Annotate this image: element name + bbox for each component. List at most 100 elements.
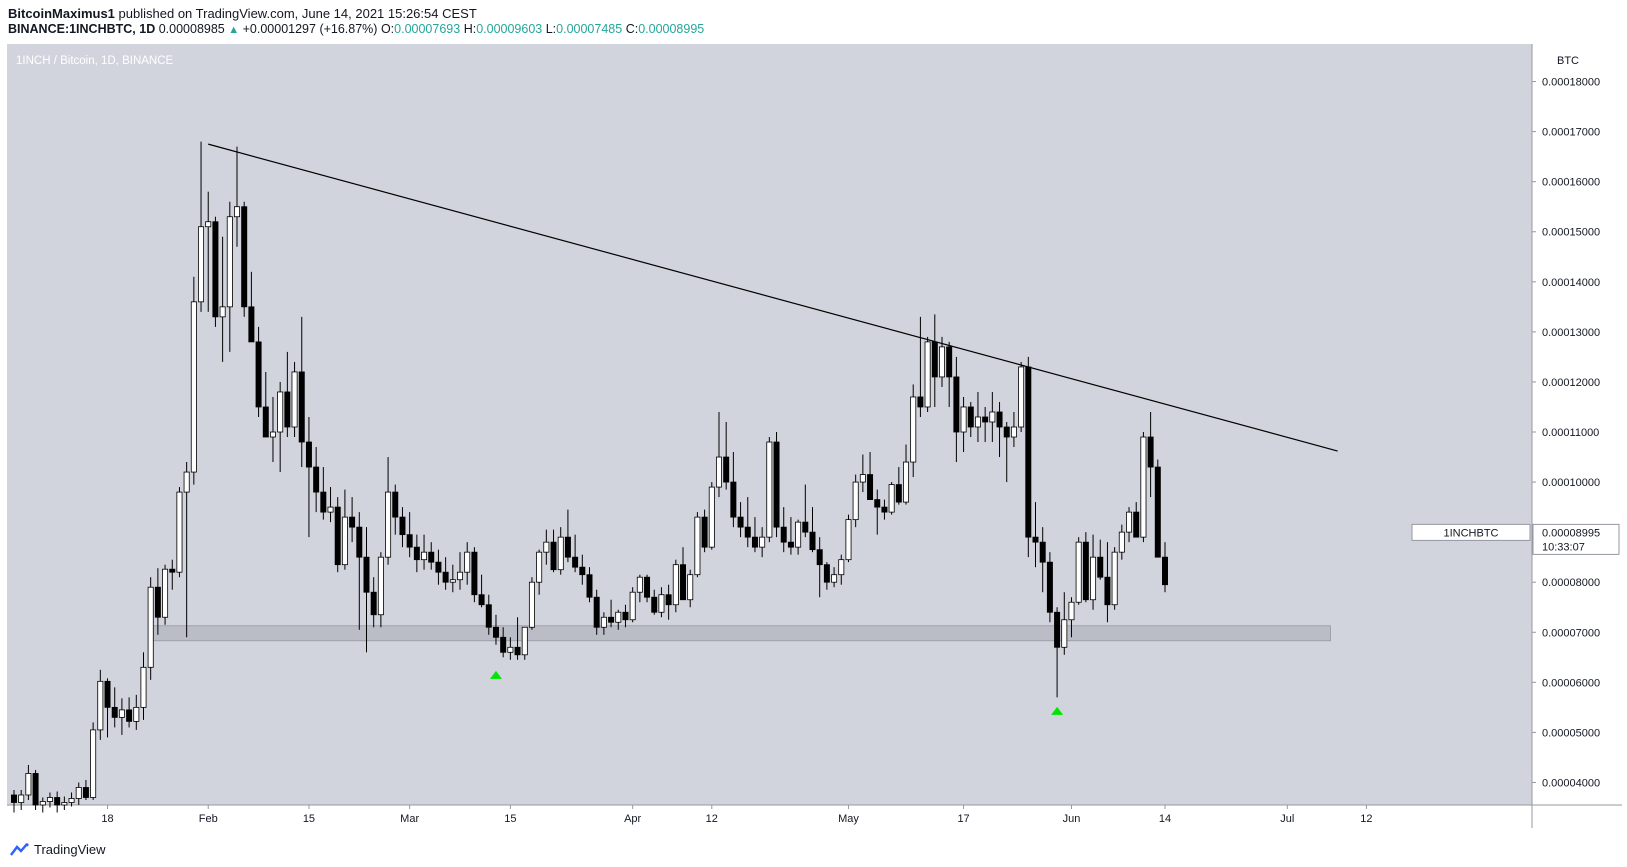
author-name[interactable]: BitcoinMaximus1 [8,6,115,21]
candle [1054,607,1061,698]
candle [90,722,97,800]
candle [111,687,118,728]
candle [658,587,665,618]
candle-body-up [859,474,866,483]
candle-body-up [888,484,895,513]
candle [162,564,169,625]
candle-body-down [572,556,579,568]
candle [687,569,694,608]
candle-body-up [421,551,428,561]
candle [903,444,910,505]
candle-body-down [737,516,744,528]
candle [341,489,348,570]
candle [413,534,420,573]
candle [744,497,751,548]
candle [82,779,89,800]
candle-body-down [104,680,111,708]
candle-body-up [536,551,543,583]
candle [888,482,895,515]
candle-body-down [334,506,341,566]
candle [895,467,902,505]
candle [1025,356,1032,558]
open-label: O: [380,22,395,36]
candle-body-down [313,466,320,493]
candle [327,487,334,523]
candle-body-up [938,346,945,378]
candle-body-up [190,301,197,473]
last-price-tag: 0.00008995 [1542,527,1600,539]
candle [816,537,823,598]
candle-body-up [1111,551,1118,606]
candle-body-up [600,616,607,628]
candle-body-up [615,611,622,623]
candle-body-down [320,491,327,513]
chart-title: 1INCH / Bitcoin, 1D, BINANCE [16,55,174,67]
candle [190,276,197,485]
candle [946,341,953,407]
candle [644,574,651,603]
candle [500,627,507,658]
candle [169,559,176,590]
candle-body-up [543,541,550,553]
candle [1126,507,1133,543]
x-tick-label: 18 [101,813,113,825]
candle-body-up [464,551,471,573]
candle-body-up [68,798,75,803]
candle [291,361,298,438]
ohlc-legend: BINANCE:1INCHBTC, 1D 0.00008985 ▲ +0.000… [8,22,704,36]
x-tick-label: 12 [1360,813,1372,825]
candle [485,594,492,635]
candle [385,457,392,565]
candle [457,552,464,590]
candle [1068,597,1075,638]
close-value: 0.00008995 [638,22,705,36]
candle-body-up [90,729,97,798]
candle-body-down [514,646,521,656]
price-axis[interactable] [1532,44,1622,805]
candle [1111,547,1118,610]
candle [982,406,989,443]
candle-body-down [370,591,377,616]
candle [874,489,881,535]
candle-body-down [773,441,780,528]
close-label: C: [625,22,639,36]
candle [234,146,240,247]
y-tick-label: 0.00013000 [1542,327,1600,339]
candle [730,452,737,528]
candle-body-down [154,586,161,618]
candle [960,396,967,453]
y-tick-label: 0.00006000 [1542,677,1600,689]
candle-body-down [1046,561,1053,613]
candle [787,517,794,555]
candle [514,617,521,660]
tradingview-brand[interactable]: TradingView [10,842,106,857]
candle-body-up [831,574,838,583]
candle [974,391,981,443]
publish-info: BitcoinMaximus1 published on TradingView… [8,6,477,21]
candle-body-down [500,636,507,653]
candle-body-down [428,551,435,563]
candle-body-up [449,579,456,583]
candle [586,567,593,603]
candle [334,497,341,573]
candle-body-down [881,506,888,513]
candle-body-up [974,416,981,428]
candle-body-down [787,541,794,548]
x-tick-label: Jul [1280,813,1294,825]
descending-trendline[interactable] [208,143,1338,452]
support-zone[interactable] [150,625,1331,642]
y-tick-label: 0.00014000 [1542,277,1600,289]
candle [392,484,399,535]
candle [507,637,514,660]
candle-body-up [715,456,722,488]
candle [802,484,809,538]
x-axis-ticks: 18 Feb 15 Mar 15 Apr 12 May 17 Jun 14 Jul 12 [101,805,1373,825]
candle-body-down [1032,536,1039,543]
candle-body-down [126,709,133,722]
candle [838,554,845,585]
candle-body-down [780,526,787,543]
candle-body-down [1097,556,1104,578]
candle-body-up [75,787,82,799]
plot-area[interactable] [7,44,1532,805]
